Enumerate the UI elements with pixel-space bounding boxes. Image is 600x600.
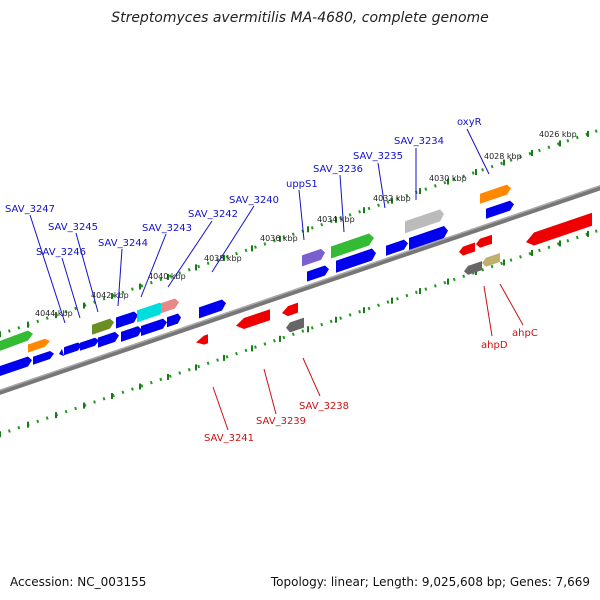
- gene-feature-olive[interactable]: [92, 317, 114, 335]
- gene-feature-blue[interactable]: [141, 317, 167, 337]
- gene-feature-red[interactable]: [526, 212, 592, 248]
- gene-label-reverse[interactable]: SAV_3239: [256, 416, 306, 427]
- gene-label-forward[interactable]: uppS1: [286, 179, 318, 190]
- gene-feature-blue[interactable]: [64, 341, 82, 356]
- scale-label: 4044 kbp: [35, 309, 73, 318]
- gene-feature-blue[interactable]: [486, 199, 514, 219]
- gene-feature-red[interactable]: [459, 242, 475, 257]
- scale-label: 4036 kbp: [260, 234, 298, 243]
- scale-label: 4028 kbp: [484, 152, 522, 161]
- gene-label-forward[interactable]: SAV_3240: [229, 195, 279, 206]
- gene-feature-red[interactable]: [196, 334, 208, 347]
- gene-label-forward[interactable]: SAV_3235: [353, 151, 403, 162]
- gene-feature-orange[interactable]: [28, 337, 50, 353]
- gene-feature-purple[interactable]: [302, 248, 325, 267]
- genome-backbone-highlight: [0, 185, 600, 391]
- gene-feature-red[interactable]: [476, 234, 492, 249]
- gene-feature-blue[interactable]: [386, 238, 408, 256]
- scale-label: 4032 kbp: [373, 194, 411, 203]
- scale-label: 4040 kbp: [148, 272, 186, 281]
- reverse-leader-lines: [212, 283, 524, 431]
- gene-label-forward[interactable]: oxyR: [457, 117, 482, 128]
- forward-leader-lines: [29, 128, 490, 324]
- scale-label: 4026 kbp: [539, 130, 577, 139]
- gene-label-reverse[interactable]: ahpC: [512, 328, 538, 339]
- map-title: Streptomyces avermitilis MA-4680, comple…: [111, 10, 489, 26]
- genome-summary-text: Topology: linear; Length: 9,025,608 bp; …: [270, 575, 590, 589]
- gene-feature-red[interactable]: [236, 309, 270, 332]
- scale-label: 4034 kbp: [317, 215, 355, 224]
- gene-label-forward[interactable]: SAV_3244: [98, 238, 148, 249]
- gene-feature-gray[interactable]: [286, 317, 304, 334]
- gene-feature-blue[interactable]: [409, 225, 448, 250]
- gene-feature-gray[interactable]: [464, 261, 482, 276]
- gene-label-reverse[interactable]: ahpD: [481, 340, 508, 351]
- gene-feature-khaki[interactable]: [482, 252, 500, 268]
- gene-feature-blue[interactable]: [33, 350, 54, 365]
- gene-feature-blue[interactable]: [98, 331, 119, 348]
- gene-label-forward[interactable]: SAV_3242: [188, 209, 238, 220]
- scale-labels: 4026 kbp 4028 kbp 4030 kbp 4032 kbp 4034…: [35, 130, 577, 318]
- gene-feature-blue[interactable]: [80, 336, 99, 351]
- gene-feature-blue[interactable]: [116, 310, 138, 329]
- gene-feature-blue[interactable]: [307, 264, 329, 282]
- gene-feature-blue[interactable]: [59, 348, 64, 358]
- gene-feature-green[interactable]: [331, 232, 374, 259]
- scale-label: 4030 kbp: [429, 174, 467, 183]
- gene-label-forward[interactable]: SAV_3243: [142, 223, 192, 234]
- gene-label-forward[interactable]: SAV_3246: [36, 247, 86, 258]
- major-ticks: [0, 130, 589, 438]
- gene-label-forward[interactable]: SAV_3247: [5, 204, 55, 215]
- genome-backbone: [0, 185, 600, 395]
- scale-label: 4042 kbp: [91, 291, 129, 300]
- gene-feature-blue[interactable]: [199, 298, 226, 319]
- gene-feature-blue[interactable]: [167, 312, 181, 328]
- gene-label-forward[interactable]: SAV_3245: [48, 222, 98, 233]
- scale-label: 4038 kbp: [204, 254, 242, 263]
- gene-feature-gray[interactable]: [405, 208, 444, 234]
- gene-label-forward[interactable]: SAV_3236: [313, 164, 363, 175]
- gene-feature-blue[interactable]: [0, 355, 32, 378]
- reverse-gene-labels: SAV_3241 SAV_3239 SAV_3238 ahpD ahpC: [204, 328, 538, 444]
- gene-feature-red[interactable]: [282, 302, 298, 318]
- gene-feature-blue[interactable]: [336, 247, 376, 273]
- gene-label-reverse[interactable]: SAV_3241: [204, 433, 254, 444]
- gene-label-reverse[interactable]: SAV_3238: [299, 401, 349, 412]
- accession-text: Accession: NC_003155: [10, 575, 146, 589]
- gene-feature-cyan[interactable]: [137, 301, 164, 323]
- gene-label-forward[interactable]: SAV_3234: [394, 136, 444, 147]
- gene-feature-orange[interactable]: [480, 183, 511, 204]
- gene-feature-blue[interactable]: [121, 325, 142, 342]
- forward-gene-labels: SAV_3247 SAV_3246 SAV_3245 SAV_3244 SAV_…: [5, 117, 482, 258]
- gene-feature-green[interactable]: [0, 329, 33, 353]
- gene-feature-pink[interactable]: [161, 297, 179, 314]
